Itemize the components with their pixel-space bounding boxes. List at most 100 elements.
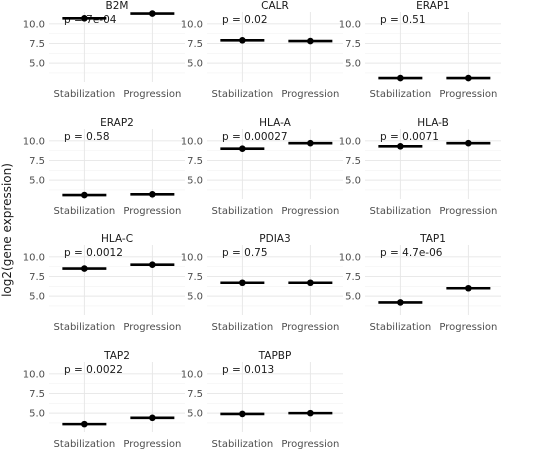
data-point xyxy=(397,299,404,306)
panel-title: HLA-C xyxy=(101,233,133,245)
panel-title: ERAP2 xyxy=(100,117,134,129)
panel-title: ERAP1 xyxy=(416,0,450,12)
y-tick-label: 10.0 xyxy=(339,252,361,263)
p-value-label: p = 0.02 xyxy=(222,14,268,26)
data-point xyxy=(81,191,88,199)
y-tick-label: 7.5 xyxy=(345,39,361,50)
p-value-label: p = 0.013 xyxy=(222,364,274,376)
facet-panel-tapbp: 5.0 7.5 10.0 Stabilization Progression TAPBP p… xyxy=(181,350,343,450)
x-tick-label: Progression xyxy=(439,206,497,217)
data-point xyxy=(465,284,472,292)
panel-title: B2M xyxy=(106,0,129,12)
y-tick-label: 7.5 xyxy=(345,156,361,167)
data-point xyxy=(239,145,246,152)
panel-title: PDIA3 xyxy=(259,233,290,245)
data-point xyxy=(149,190,156,198)
y-tick-label: 5.0 xyxy=(187,409,203,420)
x-tick-label: Stabilization xyxy=(54,439,116,450)
facet-panel-erap2: 5.0 7.5 10.0 Stabilization Progression ERAP2 p… xyxy=(23,117,185,217)
y-tick-label: 10.0 xyxy=(181,369,203,380)
x-tick-label: Progression xyxy=(281,439,339,450)
panel-title: TAPBP xyxy=(258,350,292,362)
facet-panel-b2m: 5.0 7.5 10.0 Stabilization Progression B2M p =… xyxy=(23,0,185,100)
x-tick-label: Stabilization xyxy=(54,89,116,100)
facet-panel-hla-c: 5.0 7.5 10.0 Stabilization Progression HLA-C p… xyxy=(23,233,185,333)
y-tick-label: 5.0 xyxy=(187,59,203,70)
p-value-label: p = 0.51 xyxy=(380,14,426,26)
x-tick-label: Stabilization xyxy=(212,206,274,217)
facet-panel-tap1: 5.0 7.5 10.0 Stabilization Progression TAP1 p … xyxy=(339,233,501,333)
p-value-label: p = 0.00027 xyxy=(222,131,288,143)
panel-title: TAP1 xyxy=(419,233,446,245)
x-tick-label: Stabilization xyxy=(370,89,432,100)
y-tick-label: 5.0 xyxy=(345,176,361,187)
x-tick-label: Progression xyxy=(123,439,181,450)
y-tick-label: 5.0 xyxy=(187,292,203,303)
facet-panel-hla-a: 5.0 7.5 10.0 Stabilization Progression HLA-A p… xyxy=(181,117,343,217)
y-tick-label: 10.0 xyxy=(23,369,45,380)
data-point xyxy=(307,139,314,147)
y-tick-label: 5.0 xyxy=(29,409,45,420)
y-tick-label: 5.0 xyxy=(29,292,45,303)
y-tick-label: 5.0 xyxy=(187,176,203,187)
y-tick-label: 10.0 xyxy=(23,136,45,147)
y-tick-label: 7.5 xyxy=(29,389,45,400)
data-point xyxy=(81,265,88,272)
p-value-label: p = 0.0012 xyxy=(64,247,123,259)
data-point xyxy=(149,414,156,422)
data-point xyxy=(307,279,314,287)
y-tick-label: 7.5 xyxy=(187,272,203,283)
facet-panel-hla-b: 5.0 7.5 10.0 Stabilization Progression HLA-B p… xyxy=(339,117,501,217)
panel-title: HLA-B xyxy=(417,117,449,129)
y-tick-label: 7.5 xyxy=(29,272,45,283)
y-tick-label: 7.5 xyxy=(187,39,203,50)
data-point xyxy=(239,37,246,44)
data-point xyxy=(307,409,314,417)
y-tick-label: 10.0 xyxy=(23,19,45,30)
y-tick-label: 10.0 xyxy=(181,136,203,147)
y-tick-label: 10.0 xyxy=(339,136,361,147)
data-point xyxy=(397,143,404,150)
p-value-label: p = 7e-04 xyxy=(64,14,117,26)
data-point xyxy=(465,74,472,82)
x-tick-label: Progression xyxy=(281,322,339,333)
x-tick-label: Stabilization xyxy=(54,206,116,217)
x-tick-label: Progression xyxy=(439,322,497,333)
p-value-label: p = 0.0071 xyxy=(380,131,439,143)
x-tick-label: Stabilization xyxy=(212,89,274,100)
y-tick-label: 7.5 xyxy=(29,156,45,167)
y-tick-label: 7.5 xyxy=(187,156,203,167)
x-tick-label: Progression xyxy=(123,322,181,333)
y-tick-label: 10.0 xyxy=(181,252,203,263)
p-value-label: p = 0.0022 xyxy=(64,364,123,376)
data-point xyxy=(149,261,156,268)
y-tick-label: 7.5 xyxy=(187,389,203,400)
x-tick-label: Progression xyxy=(123,206,181,217)
panel-title: TAP2 xyxy=(103,350,130,362)
facet-panel-calr: 5.0 7.5 10.0 Stabilization Progression CALR p … xyxy=(181,0,343,100)
facet-panel-pdia3: 5.0 7.5 10.0 Stabilization Progression PDIA3 p… xyxy=(181,233,343,333)
x-tick-label: Stabilization xyxy=(54,322,116,333)
y-tick-label: 7.5 xyxy=(345,272,361,283)
y-tick-label: 5.0 xyxy=(29,59,45,70)
data-point xyxy=(81,14,88,22)
x-tick-label: Stabilization xyxy=(212,322,274,333)
y-tick-label: 10.0 xyxy=(339,19,361,30)
x-tick-label: Progression xyxy=(281,89,339,100)
panel-title: CALR xyxy=(261,0,289,12)
p-value-label: p = 4.7e-06 xyxy=(380,247,443,259)
x-tick-label: Progression xyxy=(123,89,181,100)
y-axis-label: log2(gene expression) xyxy=(0,163,14,297)
x-tick-label: Stabilization xyxy=(212,439,274,450)
x-tick-label: Stabilization xyxy=(370,322,432,333)
x-tick-label: Stabilization xyxy=(370,206,432,217)
p-value-label: p = 0.75 xyxy=(222,247,268,259)
data-point xyxy=(239,279,246,287)
data-point xyxy=(149,10,156,17)
panel-title: HLA-A xyxy=(259,117,291,129)
y-tick-label: 5.0 xyxy=(345,59,361,70)
data-point xyxy=(307,37,314,45)
data-point xyxy=(81,420,88,428)
data-point xyxy=(465,139,472,147)
